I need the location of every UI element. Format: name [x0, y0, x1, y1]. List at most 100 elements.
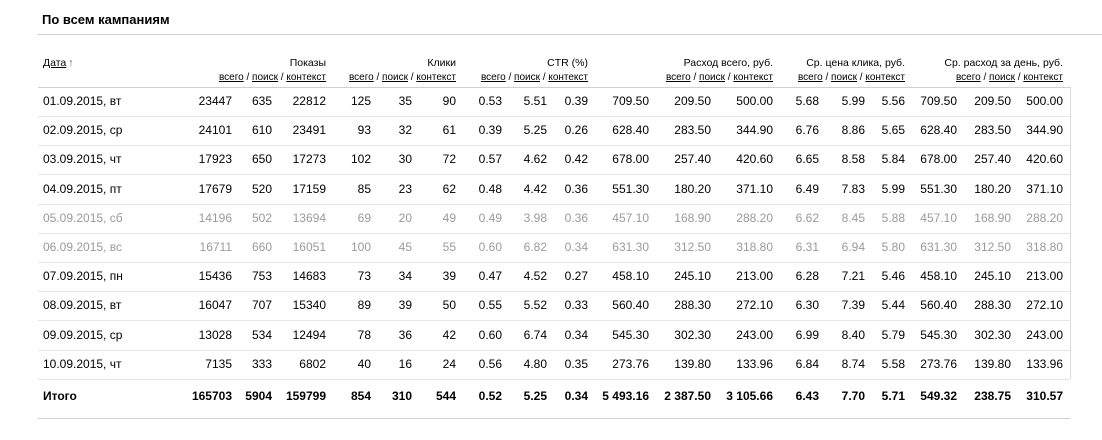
impressions-all-cell: 24101 — [198, 123, 232, 138]
impressions-search-cell: 520 — [251, 181, 272, 196]
clicks-context-cell: 39 — [442, 269, 456, 284]
ctr-search-cell: 5.25 — [523, 389, 547, 403]
date-cell: 07.09.2015, пн — [43, 269, 123, 284]
clicks-search-cell: 20 — [398, 210, 412, 225]
spend-context-cell: 318.80 — [736, 240, 773, 254]
ctr-context-cell: 0.36 — [564, 210, 588, 225]
spend-search-cell: 245.10 — [674, 269, 711, 284]
date-cell: 04.09.2015, пт — [43, 181, 122, 196]
clicks-sort-search-link[interactable]: поиск — [382, 72, 408, 83]
ctr-all-cell: 0.48 — [478, 181, 502, 196]
clicks-all-cell: 854 — [350, 389, 371, 403]
row-divider — [38, 116, 1070, 117]
impressions-context-cell: 22812 — [292, 94, 326, 108]
ctr-context-cell: 0.33 — [564, 298, 588, 313]
clicks-search-cell: 16 — [398, 356, 412, 371]
avg-cpc-all-cell: 6.43 — [795, 389, 819, 403]
impressions-sort-all-link[interactable]: всего — [218, 72, 244, 83]
avg-cpc-context-cell: 5.65 — [881, 123, 905, 138]
separator: / — [407, 72, 417, 83]
ctr-search-cell: 5.52 — [523, 298, 547, 313]
avg-cpc-sort-all-link[interactable]: всего — [797, 72, 823, 83]
separator: / — [505, 72, 515, 83]
date-sort-link[interactable]: Дата — [43, 57, 67, 69]
impressions-subheader: всего / поиск / контекст — [219, 72, 326, 83]
row-divider — [38, 145, 1070, 147]
impressions-search-cell: 610 — [251, 123, 272, 138]
ctr-sort-all-link[interactable]: всего — [480, 72, 506, 83]
spend-context-cell: 243.00 — [736, 327, 773, 342]
separator: / — [856, 72, 866, 83]
impressions-context-cell: 6802 — [299, 356, 326, 371]
spend-search-cell: 209.50 — [674, 94, 711, 108]
spend-sort-search-link[interactable]: поиск — [699, 72, 725, 83]
row-divider — [38, 378, 1070, 380]
ctr-search-cell: 4.80 — [523, 356, 547, 371]
ctr-search-cell: 4.52 — [523, 269, 547, 284]
page-title: По всем кампаниям — [42, 12, 170, 27]
clicks-sort-context-link[interactable]: контекст — [416, 72, 456, 83]
avg-daily-spend-header: Ср. расход за день, руб. — [944, 57, 1063, 69]
clicks-context-cell: 90 — [442, 94, 456, 108]
spend-sort-all-link[interactable]: всего — [665, 72, 691, 83]
avg-daily-spend-context-cell: 420.60 — [1026, 152, 1063, 167]
avg-cpc-search-cell: 7.70 — [841, 389, 865, 403]
ctr-all-cell: 0.39 — [478, 123, 502, 138]
avg-cpc-sort-search-link[interactable]: поиск — [831, 72, 857, 83]
clicks-context-cell: 50 — [442, 298, 456, 313]
clicks-all-cell: 89 — [357, 298, 371, 313]
impressions-all-cell: 7135 — [205, 356, 232, 371]
impressions-sort-search-link[interactable]: поиск — [252, 72, 278, 83]
clicks-sort-all-link[interactable]: всего — [348, 72, 374, 83]
ctr-search-cell: 4.42 — [523, 181, 547, 196]
impressions-sort-context-link[interactable]: контекст — [286, 72, 326, 83]
avg-daily-spend-sort-context-link[interactable]: контекст — [1023, 72, 1063, 83]
impressions-context-cell: 23491 — [292, 123, 326, 138]
impressions-all-cell: 16711 — [199, 240, 232, 254]
avg-cpc-sort-context-link[interactable]: контекст — [865, 72, 905, 83]
avg-daily-spend-context-cell: 213.00 — [1026, 269, 1063, 284]
avg-cpc-all-cell: 6.84 — [795, 356, 819, 371]
ctr-context-cell: 0.34 — [564, 240, 588, 254]
avg-daily-spend-sort-all-link[interactable]: всего — [955, 72, 981, 83]
row-divider — [38, 291, 1070, 293]
row-divider — [38, 232, 1070, 234]
clicks-context-cell: 544 — [435, 389, 456, 403]
avg-daily-spend-sort-search-link[interactable]: поиск — [989, 72, 1015, 83]
avg-daily-spend-all-cell: 551.30 — [920, 181, 957, 196]
spend-context-cell: 500.00 — [736, 94, 773, 108]
spend-all-cell: 5 493.16 — [602, 389, 649, 403]
spend-all-cell: 631.30 — [612, 240, 649, 254]
avg-cpc-all-cell: 6.99 — [795, 327, 819, 342]
spend-sort-context-link[interactable]: контекст — [733, 72, 773, 83]
clicks-all-cell: 40 — [357, 356, 371, 371]
ctr-context-cell: 0.27 — [564, 269, 588, 284]
avg-daily-spend-search-cell: 288.30 — [974, 298, 1011, 313]
spend-header: Расход всего, руб. — [683, 57, 773, 69]
total-label: Итого — [43, 389, 77, 403]
avg-daily-spend-context-cell: 310.57 — [1026, 389, 1063, 403]
date-column-header[interactable]: Дата ↑ — [43, 57, 74, 69]
impressions-search-cell: 707 — [251, 298, 272, 313]
avg-cpc-all-cell: 6.28 — [795, 269, 819, 284]
ctr-search-cell: 4.62 — [523, 152, 547, 167]
clicks-search-cell: 310 — [391, 389, 412, 403]
spend-all-cell: 560.40 — [612, 298, 649, 313]
avg-daily-spend-all-cell: 628.40 — [920, 123, 957, 138]
avg-daily-spend-search-cell: 238.75 — [974, 389, 1011, 403]
clicks-all-cell: 100 — [350, 240, 371, 254]
impressions-all-cell: 14196 — [198, 210, 232, 225]
avg-cpc-context-cell: 5.84 — [881, 152, 905, 167]
avg-daily-spend-search-cell: 257.40 — [974, 152, 1011, 167]
ctr-sort-search-link[interactable]: поиск — [514, 72, 540, 83]
clicks-search-cell: 23 — [398, 181, 412, 196]
row-divider — [38, 174, 1070, 176]
impressions-context-cell: 12494 — [292, 327, 326, 342]
avg-cpc-header: Ср. цена клика, руб. — [806, 57, 905, 69]
spend-search-cell: 139.80 — [674, 356, 711, 371]
separator: / — [724, 72, 734, 83]
avg-cpc-all-cell: 6.31 — [795, 240, 819, 254]
avg-cpc-search-cell: 8.45 — [841, 210, 865, 225]
spend-context-cell: 288.20 — [736, 210, 773, 225]
ctr-sort-context-link[interactable]: контекст — [548, 72, 588, 83]
